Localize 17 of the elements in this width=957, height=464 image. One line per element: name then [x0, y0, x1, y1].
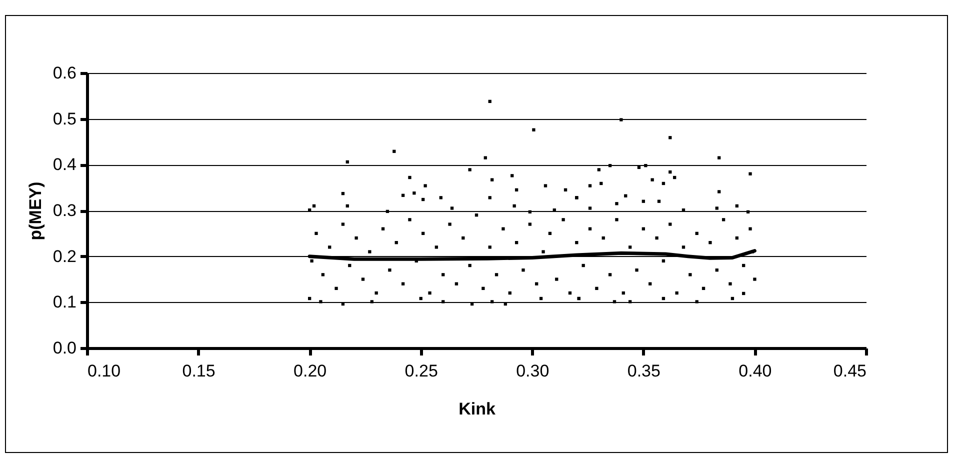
y-tick-label: 0.3: [52, 201, 76, 220]
y-tick-label: 0.6: [52, 64, 76, 82]
x-tick-label: 0.40: [738, 362, 772, 380]
y-tick-label: 0.5: [52, 109, 76, 128]
x-tick-label: 0.20: [294, 362, 327, 380]
y-tick-label: 0.2: [52, 246, 76, 266]
x-tick-label: 0.45: [833, 362, 866, 380]
x-tick-label: 0.35: [627, 362, 660, 380]
x-tick-label: 0.25: [404, 362, 438, 380]
y-tick-label: 0.0: [52, 338, 76, 358]
x-axis-title: Kink: [458, 400, 496, 418]
x-tick-label: 0.10: [88, 362, 121, 380]
x-tick-label: 0.30: [516, 362, 550, 380]
y-tick-label: 0.4: [52, 155, 76, 174]
x-tick-label: 0.15: [182, 362, 216, 380]
y-axis-title: p(MEY): [26, 182, 45, 240]
y-tick-label: 0.1: [52, 292, 76, 312]
